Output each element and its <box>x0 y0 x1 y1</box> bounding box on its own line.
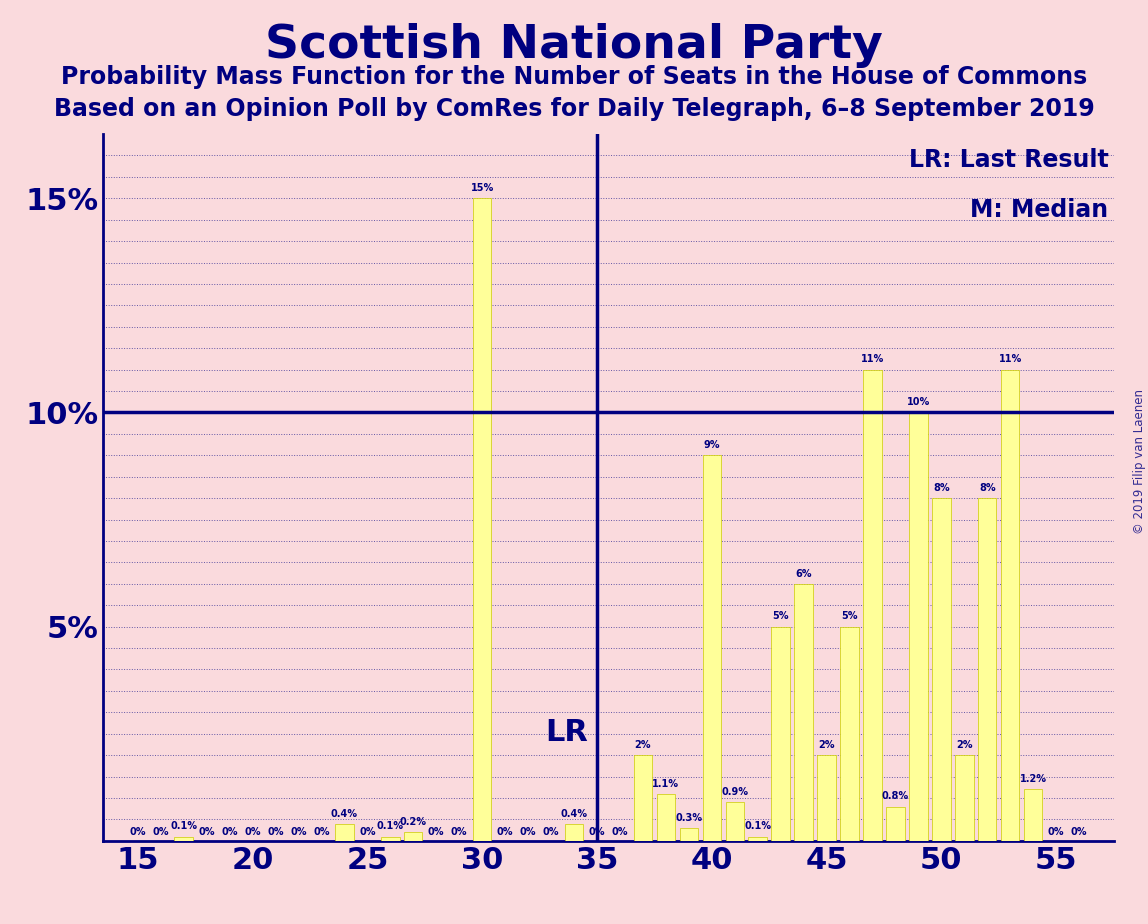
Text: 2%: 2% <box>819 740 835 750</box>
Text: 8%: 8% <box>933 483 949 493</box>
Text: 0.1%: 0.1% <box>744 821 771 832</box>
Text: 0%: 0% <box>612 827 628 837</box>
Text: 0%: 0% <box>520 827 536 837</box>
Text: 11%: 11% <box>861 355 884 364</box>
Bar <box>955 755 974 841</box>
Bar <box>381 836 400 841</box>
Text: Based on an Opinion Poll by ComRes for Daily Telegraph, 6–8 September 2019: Based on an Opinion Poll by ComRes for D… <box>54 97 1094 121</box>
Bar <box>657 794 675 841</box>
Bar <box>1024 789 1042 841</box>
Text: 0%: 0% <box>222 827 238 837</box>
Text: 0.3%: 0.3% <box>675 813 703 823</box>
Text: 0%: 0% <box>359 827 375 837</box>
Bar <box>404 833 422 841</box>
Text: 0.1%: 0.1% <box>377 821 404 832</box>
Bar <box>473 199 491 841</box>
Text: 0.4%: 0.4% <box>560 808 588 819</box>
Text: 0%: 0% <box>290 827 307 837</box>
Text: Scottish National Party: Scottish National Party <box>265 23 883 68</box>
Text: LR: Last Result: LR: Last Result <box>909 148 1109 172</box>
Text: 8%: 8% <box>979 483 995 493</box>
Bar <box>726 802 744 841</box>
Bar <box>771 626 790 841</box>
Text: © 2019 Filip van Laenen: © 2019 Filip van Laenen <box>1133 390 1147 534</box>
Text: Probability Mass Function for the Number of Seats in the House of Commons: Probability Mass Function for the Number… <box>61 65 1087 89</box>
Bar <box>565 823 583 841</box>
Bar <box>932 498 951 841</box>
Text: 0.9%: 0.9% <box>721 787 748 797</box>
Text: 5%: 5% <box>773 612 789 622</box>
Text: 2%: 2% <box>635 740 651 750</box>
Text: LR: LR <box>545 718 588 747</box>
Text: 1.2%: 1.2% <box>1019 774 1047 784</box>
Text: 0%: 0% <box>1048 827 1064 837</box>
Text: 1.1%: 1.1% <box>652 779 680 788</box>
Text: 0%: 0% <box>497 827 513 837</box>
Text: M: Median: M: Median <box>970 198 1109 222</box>
Text: 0%: 0% <box>543 827 559 837</box>
Bar <box>978 498 996 841</box>
Text: 0.4%: 0.4% <box>331 808 358 819</box>
Bar <box>335 823 354 841</box>
Text: 0.1%: 0.1% <box>170 821 197 832</box>
Bar <box>840 626 859 841</box>
Text: 2%: 2% <box>956 740 972 750</box>
Text: 9%: 9% <box>704 440 720 450</box>
Bar <box>748 836 767 841</box>
Text: 0%: 0% <box>267 827 284 837</box>
Text: 0%: 0% <box>130 827 146 837</box>
Text: 5%: 5% <box>841 612 858 622</box>
Text: 0%: 0% <box>428 827 444 837</box>
Bar <box>863 370 882 841</box>
Bar <box>909 412 928 841</box>
Bar <box>703 456 721 841</box>
Text: 6%: 6% <box>796 568 812 578</box>
Text: 11%: 11% <box>999 355 1022 364</box>
Text: 0.8%: 0.8% <box>882 792 909 801</box>
Text: 0.2%: 0.2% <box>400 817 427 827</box>
Text: 0%: 0% <box>199 827 215 837</box>
Bar <box>886 807 905 841</box>
Text: 0%: 0% <box>451 827 467 837</box>
Text: 15%: 15% <box>471 183 494 193</box>
Text: 0%: 0% <box>589 827 605 837</box>
Text: 0%: 0% <box>313 827 329 837</box>
Text: 0%: 0% <box>153 827 169 837</box>
Text: 0%: 0% <box>245 827 261 837</box>
Bar <box>680 828 698 841</box>
Text: 0%: 0% <box>1071 827 1087 837</box>
Bar <box>794 584 813 841</box>
Bar <box>1001 370 1019 841</box>
Bar <box>634 755 652 841</box>
Bar <box>817 755 836 841</box>
Bar <box>174 836 193 841</box>
Text: 10%: 10% <box>907 397 930 407</box>
